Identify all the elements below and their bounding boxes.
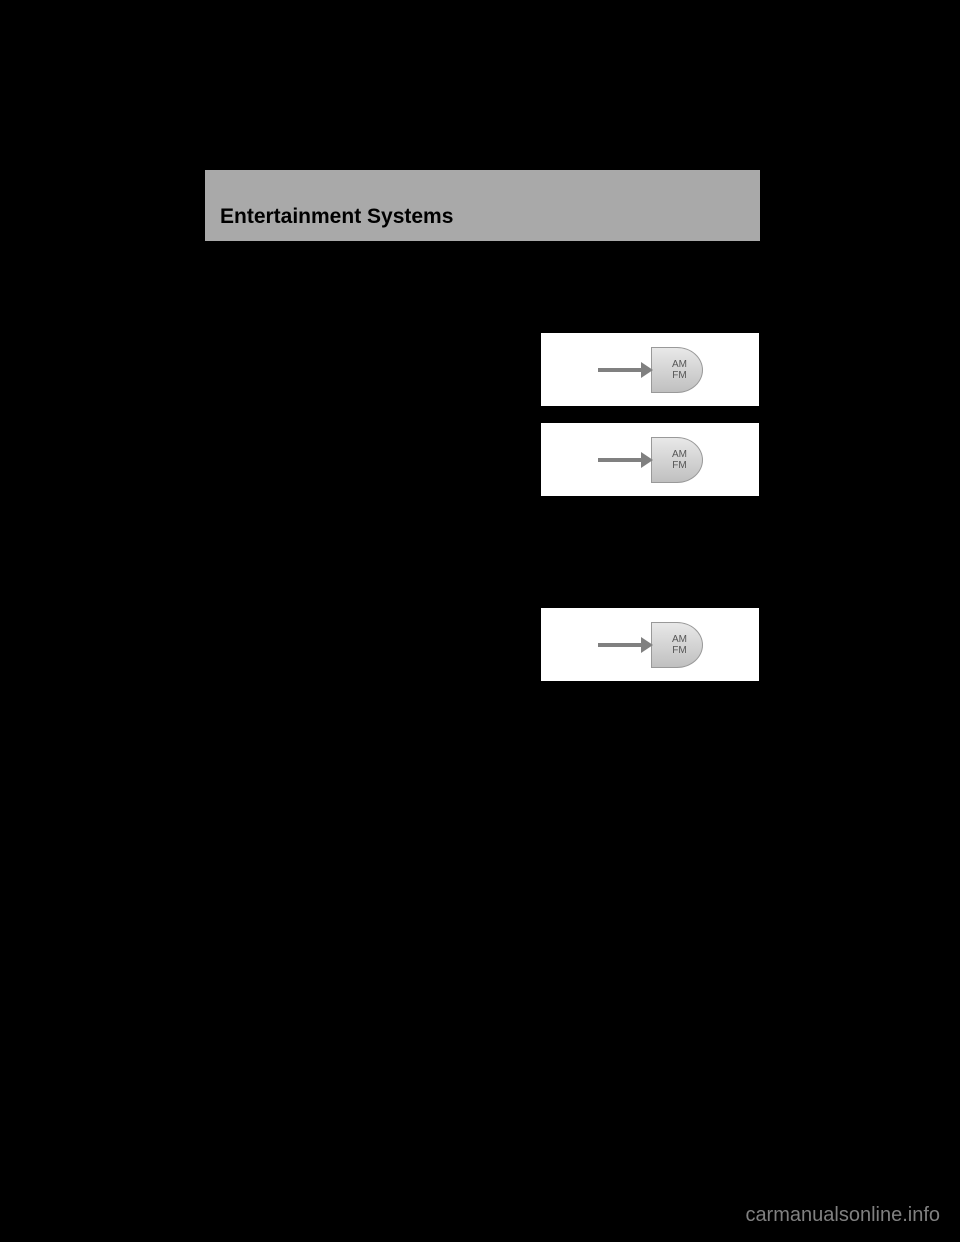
- arrow-icon: [598, 368, 643, 372]
- button-diagram-1: AM FM: [540, 332, 760, 407]
- arrow-icon: [598, 643, 643, 647]
- content-area: •Compression brings soft and loud CD pas…: [205, 256, 760, 983]
- arrow-button-group-2: AM FM: [598, 437, 703, 483]
- amfm-button-icon: AM FM: [651, 622, 703, 668]
- amfm-label: AM/FM: [222, 332, 271, 349]
- page-title: Entertainment Systems: [220, 205, 745, 229]
- cdmp3-mode-text: In CD/MP3 mode, press to stop play and r…: [205, 512, 760, 531]
- section-amfm-text: 5. AM/FM: [205, 332, 520, 407]
- autoset-label: Autoset:: [205, 539, 266, 556]
- intro-speed-volume: Speed sensitive volume (if equipped): [205, 302, 760, 321]
- radio-mode-label: In radio mode,: [205, 422, 308, 439]
- section-amfm: 5. AM/FM AM FM: [205, 332, 760, 407]
- am-label: AM: [672, 449, 687, 460]
- section-dualplay-text: In Dual Play mode (if equipped), press A…: [205, 607, 520, 686]
- item-number: 5.: [205, 332, 218, 349]
- autoset-text: Press and hold AM/FM to activate Autoset…: [205, 539, 759, 594]
- fm-label: FM: [672, 460, 686, 471]
- dualplay-text2: When in Single Play mode, all speakers b…: [205, 649, 520, 687]
- section-radio-mode: In radio mode, press to select AM, FM1, …: [205, 422, 760, 497]
- arrow-icon: [598, 458, 643, 462]
- dualplay-label: In Dual Play mode: [205, 607, 334, 624]
- fm-label: FM: [672, 645, 686, 656]
- watermark: carmanualsonline.info: [745, 1204, 940, 1227]
- button-diagram-2: AM FM: [540, 422, 760, 497]
- autoset-paragraph: Autoset: Press and hold AM/FM to activat…: [205, 539, 760, 595]
- cdmp3-text: press to stop play and return to radio m…: [332, 512, 622, 529]
- fm-label: FM: [672, 370, 686, 381]
- section-radio-text: In radio mode, press to select AM, FM1, …: [205, 422, 520, 497]
- amfm-button-icon: AM FM: [651, 437, 703, 483]
- arrow-button-group: AM FM: [598, 347, 703, 393]
- button-diagram-3: AM FM: [540, 607, 760, 682]
- arrow-button-group-3: AM FM: [598, 622, 703, 668]
- page-number: 28: [205, 966, 760, 983]
- section-dualplay: In Dual Play mode (if equipped), press A…: [205, 607, 760, 686]
- am-label: AM: [672, 359, 687, 370]
- header-bar: Entertainment Systems: [205, 170, 760, 241]
- am-label: AM: [672, 634, 687, 645]
- intro-bullet: •Compression brings soft and loud CD pas…: [205, 256, 760, 294]
- cdmp3-label: In CD/MP3 mode,: [205, 512, 328, 529]
- amfm-button-icon: AM FM: [651, 347, 703, 393]
